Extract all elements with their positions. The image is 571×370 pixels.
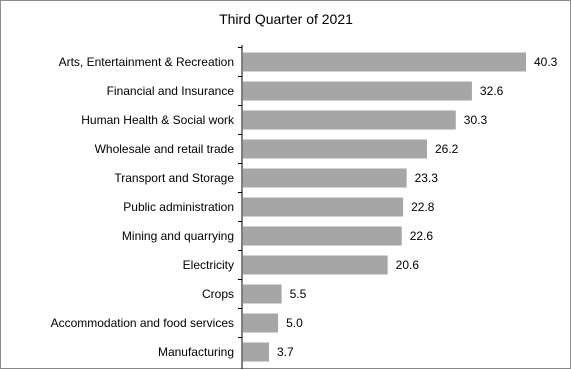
bar-1 <box>243 81 472 101</box>
value-label: 3.7 <box>277 345 294 359</box>
value-label: 23.3 <box>415 171 439 185</box>
value-label: 22.6 <box>410 229 434 243</box>
bar-3 <box>243 139 427 159</box>
category-label: Manufacturing <box>158 345 234 359</box>
value-label: 5.5 <box>290 287 307 301</box>
category-label: Electricity <box>183 258 234 272</box>
bar-2 <box>243 110 456 130</box>
value-label: 40.3 <box>534 55 558 69</box>
category-label: Crops <box>202 287 234 301</box>
category-label: Arts, Entertainment & Recreation <box>59 55 234 69</box>
bar-7 <box>243 255 388 275</box>
category-label: Transport and Storage <box>114 171 234 185</box>
value-label: 22.8 <box>411 200 435 214</box>
value-label: 26.2 <box>435 142 459 156</box>
bar-9 <box>243 313 279 333</box>
bars-group: Arts, Entertainment & Recreation 40.3 Fina… <box>51 47 558 362</box>
bar-4 <box>243 168 407 188</box>
bar-0 <box>243 52 526 72</box>
value-label: 20.6 <box>396 258 420 272</box>
value-label: 5.0 <box>286 316 303 330</box>
value-label: 32.6 <box>480 84 504 98</box>
chart-title: Third Quarter of 2021 <box>219 11 353 27</box>
category-label: Accommodation and food services <box>51 316 234 330</box>
category-label: Wholesale and retail trade <box>95 142 235 156</box>
category-label: Financial and Insurance <box>107 84 235 98</box>
value-label: 30.3 <box>464 113 488 127</box>
category-label: Human Health & Social work <box>81 113 235 127</box>
bar-5 <box>243 197 404 217</box>
bar-8 <box>243 284 282 304</box>
category-label: Mining and quarrying <box>122 229 234 243</box>
category-label: Public administration <box>123 200 234 214</box>
bar-10 <box>243 342 269 362</box>
bar-6 <box>243 226 402 246</box>
